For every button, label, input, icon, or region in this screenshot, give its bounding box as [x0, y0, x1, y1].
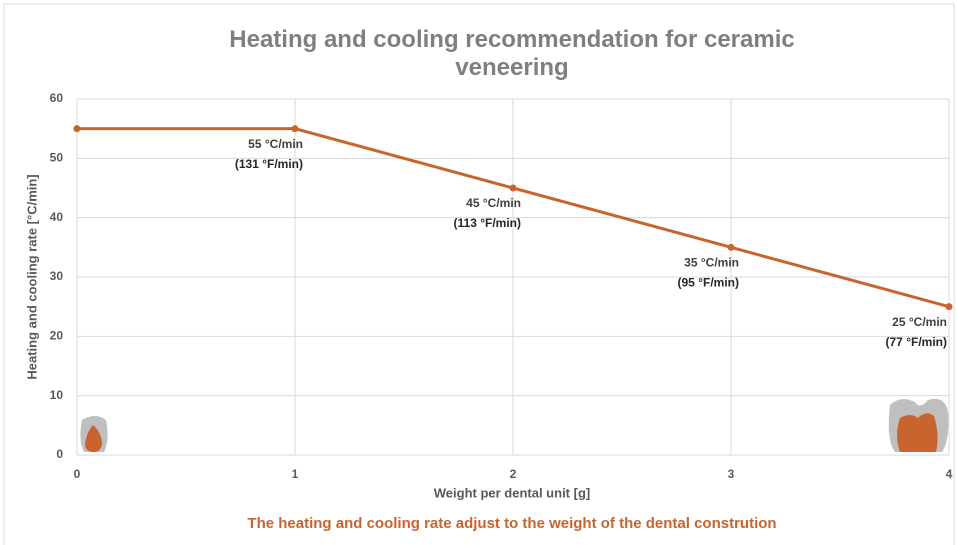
x-axis-title: Weight per dental unit [g]: [434, 485, 590, 500]
y-tick-label: 0: [56, 447, 63, 461]
x-tick-label: 0: [74, 467, 81, 481]
chart-frame: [4, 4, 954, 545]
subtitle: The heating and cooling rate adjust to t…: [247, 515, 776, 532]
tooth-icon-large: [889, 399, 949, 452]
data-label-secondary: (131 °F/min): [235, 157, 303, 171]
tooth-icon-small: [80, 416, 107, 452]
data-point: [510, 185, 517, 192]
icon-core: [897, 413, 938, 452]
data-label-secondary: (113 °F/min): [454, 216, 521, 230]
y-tick-label: 20: [50, 329, 64, 343]
y-tick-label: 30: [50, 269, 64, 283]
x-tick-label: 4: [946, 467, 953, 481]
y-tick-label: 10: [50, 388, 64, 402]
data-label: 25 °C/min: [892, 315, 947, 329]
chart-container: Heating and cooling rate [°C/min] Weight…: [0, 0, 957, 545]
data-point: [946, 303, 953, 310]
data-point: [292, 125, 299, 132]
data-label-secondary: (77 °F/min): [886, 335, 947, 349]
y-tick-label: 40: [50, 210, 64, 224]
data-point: [74, 125, 81, 132]
x-tick-label: 1: [292, 467, 299, 481]
y-tick-label: 60: [50, 91, 64, 105]
y-axis-title: Heating and cooling rate [°C/min]: [24, 174, 39, 379]
y-tick-label: 50: [50, 151, 64, 165]
chart-title: Heating and cooling recommendation for c…: [212, 26, 812, 82]
data-label: 55 °C/min: [248, 137, 303, 151]
data-point: [728, 244, 735, 251]
data-label: 35 °C/min: [684, 256, 739, 270]
data-label-secondary: (95 °F/min): [678, 276, 739, 290]
data-label: 45 °C/min: [466, 196, 521, 210]
x-tick-label: 2: [510, 467, 517, 481]
x-tick-label: 3: [728, 467, 735, 481]
